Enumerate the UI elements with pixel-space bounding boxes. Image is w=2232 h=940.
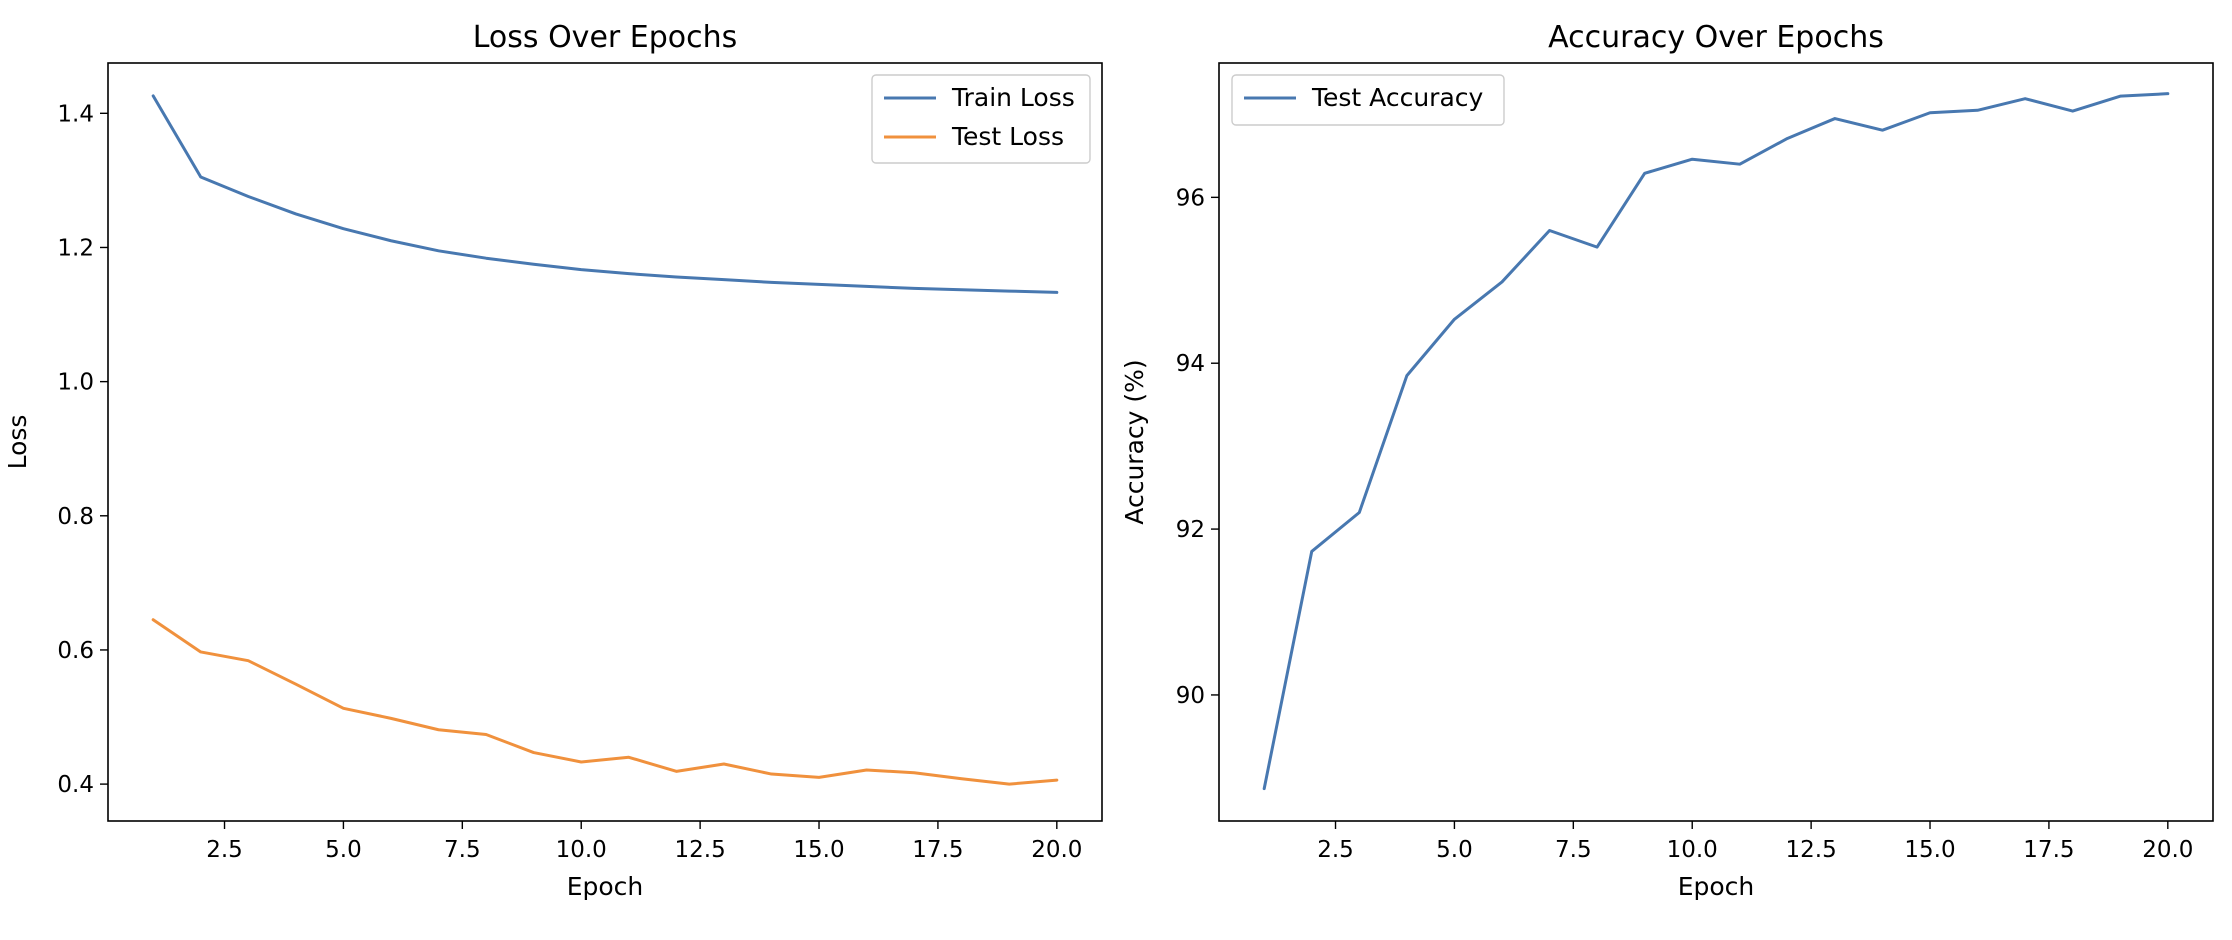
chart-panel-2: Accuracy Over Epochs 2.5 5.0 7.5 10.0 12.5 15.… xyxy=(1120,20,2214,901)
legend: Train Loss Test Loss xyxy=(871,74,1091,164)
chart-panel-1: Loss Over Epochs 2.5 5.0 7.5 10.0 12.5 15.0 17.… xyxy=(3,20,1103,901)
x-tick-label: 7.5 xyxy=(1555,837,1592,863)
x-tick-label: 12.5 xyxy=(675,837,726,863)
y-axis-label: Accuracy (%) xyxy=(1120,359,1149,524)
x-tick-label: 7.5 xyxy=(444,837,481,863)
y-tick-label: 90 xyxy=(1176,683,1205,709)
series-line-test-accuracy xyxy=(1262,92,2170,791)
x-tick-label: 10.0 xyxy=(556,837,607,863)
x-axis-label: Epoch xyxy=(1678,872,1755,901)
x-tick-label: 2.5 xyxy=(1317,837,1354,863)
x-tick-label: 17.5 xyxy=(912,837,963,863)
axes-frame xyxy=(1218,62,2214,822)
y-tick-label: 94 xyxy=(1176,351,1205,377)
series-line-test-loss xyxy=(151,618,1059,786)
x-tick-label: 2.5 xyxy=(206,837,243,863)
x-tick-label: 12.5 xyxy=(1786,837,1837,863)
x-tick-label: 20.0 xyxy=(2142,837,2193,863)
y-tick-label: 1.4 xyxy=(57,101,94,127)
legend-label: Test Accuracy xyxy=(1311,83,1484,112)
x-tick-label: 15.0 xyxy=(793,837,844,863)
axes-frame xyxy=(107,62,1103,822)
legend: Test Accuracy xyxy=(1231,74,1505,126)
legend-box xyxy=(1231,74,1505,126)
x-axis-label: Epoch xyxy=(567,872,644,901)
y-tick-label: 92 xyxy=(1176,517,1205,543)
legend-label: Test Loss xyxy=(951,122,1064,151)
chart-title: Loss Over Epochs xyxy=(473,20,738,55)
y-tick-label: 0.6 xyxy=(57,638,94,664)
x-tick-label: 10.0 xyxy=(1667,837,1718,863)
x-tick-label: 20.0 xyxy=(1031,837,1082,863)
series-line-train-loss xyxy=(151,94,1059,294)
x-tick-label: 5.0 xyxy=(325,837,362,863)
y-axis-label: Loss xyxy=(3,415,32,470)
y-tick-label: 1.0 xyxy=(57,370,94,396)
x-tick-label: 17.5 xyxy=(2023,837,2074,863)
y-tick-label: 96 xyxy=(1176,185,1205,211)
y-tick-label: 0.4 xyxy=(57,772,94,798)
legend-label: Train Loss xyxy=(951,83,1075,112)
x-tick-label: 5.0 xyxy=(1436,837,1473,863)
chart-title: Accuracy Over Epochs xyxy=(1548,20,1884,55)
x-tick-label: 15.0 xyxy=(1904,837,1955,863)
y-tick-label: 0.8 xyxy=(57,504,94,530)
y-tick-label: 1.2 xyxy=(57,235,94,261)
